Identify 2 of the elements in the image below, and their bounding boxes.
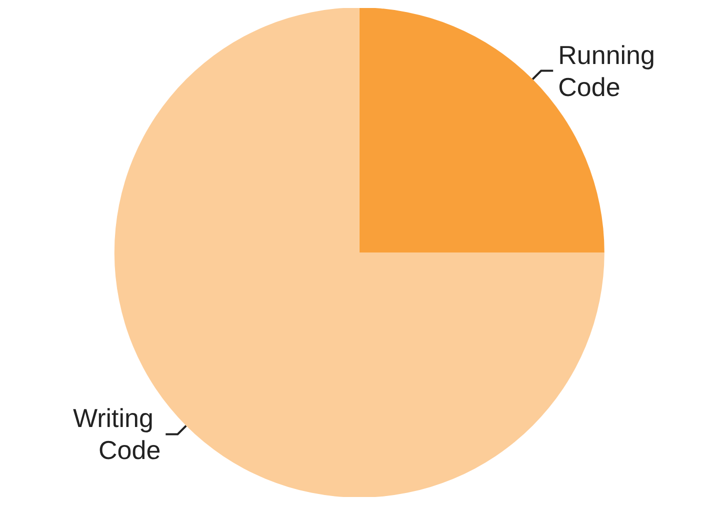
slice-label: Running Code bbox=[558, 40, 662, 102]
slice-label: Writing Code bbox=[73, 403, 161, 466]
